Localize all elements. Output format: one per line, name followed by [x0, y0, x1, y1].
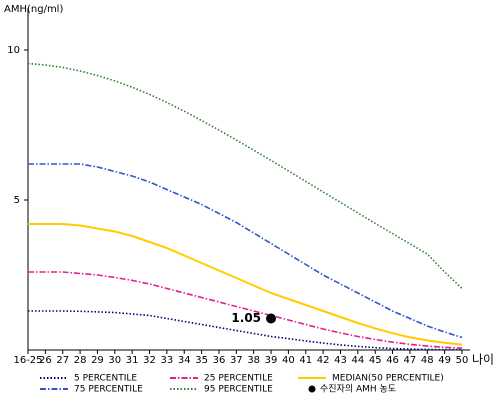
series-line: [27, 62, 463, 290]
legend-label: 5 PERCENTILE: [74, 374, 137, 384]
y-tick-label: 10: [7, 45, 20, 56]
x-tick-label: 36: [213, 355, 226, 366]
x-tick-label: 33: [161, 355, 174, 366]
y-tick-label: 5: [14, 195, 20, 206]
x-tick-label: 26: [39, 355, 52, 366]
x-tick-label: 37: [230, 355, 243, 366]
x-tick-label: 34: [178, 355, 191, 366]
legend-label: 75 PERCENTILE: [74, 385, 143, 395]
x-tick-label: 47: [404, 355, 417, 366]
x-tick-label: 42: [317, 355, 330, 366]
x-tick-label: 29: [91, 355, 104, 366]
x-tick-label: 44: [351, 355, 364, 366]
patient-point: [266, 313, 277, 324]
x-tick-label: 16-25: [13, 355, 42, 366]
series-line: [28, 271, 463, 349]
x-tick-label: 30: [108, 355, 121, 366]
series-line: [28, 223, 463, 346]
legend-swatch: [308, 385, 316, 393]
series-line: [28, 310, 462, 351]
series-line: [28, 163, 463, 339]
x-tick-label: 27: [56, 355, 69, 366]
x-tick-label: 43: [334, 355, 347, 366]
legend-label: 25 PERCENTILE: [204, 374, 273, 384]
legend-label: 수진자의 AMH 농도: [320, 384, 396, 395]
legend-label: MEDIAN(50 PERCENTILE): [332, 374, 444, 384]
legend-label: 95 PERCENTILE: [204, 385, 273, 395]
x-tick-label: 40: [282, 355, 295, 366]
x-tick-label: 31: [126, 355, 139, 366]
x-tick-label: 28: [74, 355, 87, 366]
x-tick-label: 32: [143, 355, 156, 366]
x-tick-label: 35: [195, 355, 208, 366]
x-tick-label: 46: [386, 355, 399, 366]
x-axis-label: 나이: [472, 353, 494, 367]
x-tick-label: 49: [438, 355, 451, 366]
x-tick-label: 45: [369, 355, 382, 366]
patient-value-label: 1.05: [231, 311, 261, 325]
x-tick-label: 41: [299, 355, 312, 366]
x-tick-label: 38: [247, 355, 260, 366]
y-axis-label: AMH(ng/ml): [4, 4, 63, 15]
x-tick-label: 39: [265, 355, 278, 366]
x-tick-label: 48: [421, 355, 434, 366]
x-tick-label: 50: [456, 355, 469, 366]
